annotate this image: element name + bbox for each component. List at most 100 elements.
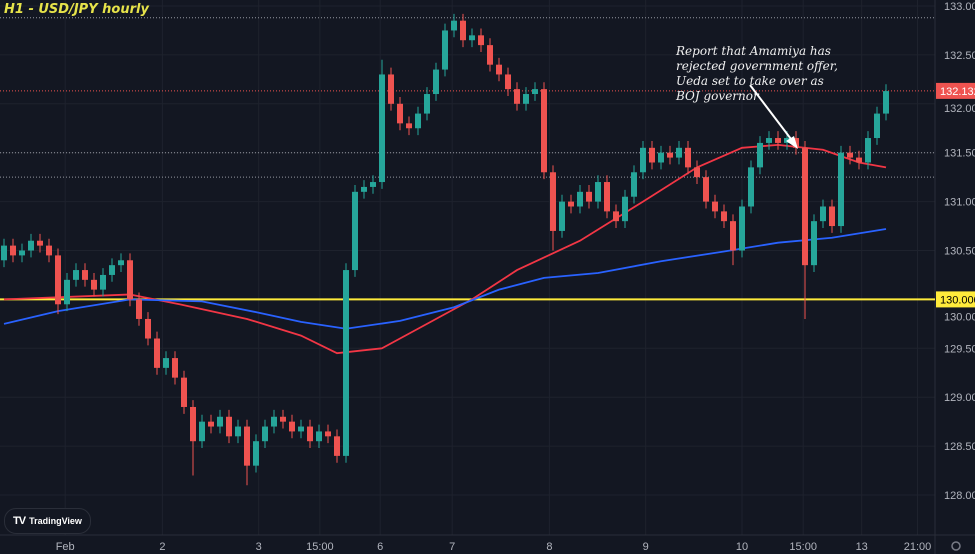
candle <box>595 182 601 202</box>
candle <box>334 436 340 456</box>
candle <box>775 138 781 143</box>
candle <box>154 338 160 368</box>
time-tick-label: 13 <box>856 541 868 553</box>
candle <box>307 426 313 442</box>
candle <box>109 265 115 275</box>
candle <box>613 211 619 222</box>
candle <box>883 91 889 114</box>
candle <box>568 201 574 207</box>
candle <box>496 64 502 75</box>
candle <box>343 270 349 456</box>
candle <box>874 113 880 139</box>
candle <box>451 20 457 31</box>
time-tick-label: 8 <box>546 541 552 553</box>
price-tick-label: 128.000 <box>944 490 975 502</box>
candle <box>379 74 385 183</box>
candle <box>820 206 826 222</box>
candle <box>64 279 70 305</box>
price-tick-label: 129.000 <box>944 392 975 404</box>
candle <box>757 142 763 168</box>
price-tick-label: 129.500 <box>944 343 975 355</box>
candle <box>325 431 331 437</box>
candle <box>532 89 538 95</box>
annotation-arrow <box>749 84 795 144</box>
candle <box>289 421 295 432</box>
candle <box>235 426 241 437</box>
candle <box>514 89 520 104</box>
candle <box>298 426 304 432</box>
time-tick-label: 2 <box>159 541 165 553</box>
candle <box>19 250 25 256</box>
candle <box>460 20 466 41</box>
time-tick-label: 3 <box>256 541 262 553</box>
time-tick-label: 21:00 <box>904 541 932 553</box>
arrow-head-icon <box>786 136 798 149</box>
candle <box>199 421 205 442</box>
candle <box>424 94 430 114</box>
candle <box>487 45 493 65</box>
price-tick-label: 130.000 <box>944 311 975 323</box>
time-tick-label: 7 <box>449 541 455 553</box>
candle <box>703 177 709 202</box>
candle <box>370 182 376 187</box>
candle <box>865 138 871 163</box>
candle <box>145 318 151 339</box>
price-tick-label: 133.000 <box>944 1 975 13</box>
candle <box>856 157 862 163</box>
candle <box>415 113 421 129</box>
candle <box>721 211 727 222</box>
candle <box>352 191 358 271</box>
candle <box>226 416 232 437</box>
candle <box>766 138 772 143</box>
candle <box>10 245 16 256</box>
candle <box>469 35 475 41</box>
candle <box>361 186 367 192</box>
candle <box>658 152 664 163</box>
price-tick-label: 131.000 <box>944 197 975 209</box>
candle <box>190 406 196 442</box>
candle <box>685 147 691 168</box>
candle <box>37 240 43 246</box>
time-tick-label: 15:00 <box>789 541 817 553</box>
candle <box>631 172 637 197</box>
candle <box>622 196 628 222</box>
candle <box>802 147 808 266</box>
candle <box>163 358 169 368</box>
candle <box>712 201 718 212</box>
candle <box>100 274 106 290</box>
candle <box>253 441 259 466</box>
candle <box>388 74 394 104</box>
candle <box>505 74 511 90</box>
candle <box>55 255 61 305</box>
price-tick-label: 131.500 <box>944 148 975 160</box>
time-tick-label: Feb <box>56 541 75 553</box>
moving-average-line <box>3 143 887 355</box>
candle <box>847 152 853 158</box>
candle <box>262 426 268 442</box>
candle <box>316 431 322 442</box>
candle <box>829 206 835 227</box>
candle <box>604 182 610 212</box>
time-tick-label: 15:00 <box>306 541 334 553</box>
settings-gear-icon[interactable] <box>951 541 961 551</box>
time-tick-label: 10 <box>736 541 748 553</box>
candle <box>28 240 34 251</box>
annotation-text: Report that Amamiya has rejected governm… <box>676 44 838 103</box>
candle <box>433 69 439 95</box>
candle <box>172 358 178 378</box>
candle <box>748 167 754 207</box>
candle <box>127 260 133 300</box>
candle <box>478 35 484 46</box>
candle <box>1 245 7 261</box>
candle <box>586 191 592 202</box>
price-tick-label: 132.000 <box>944 103 975 115</box>
tradingview-logo[interactable]: TV TradingView <box>4 508 91 534</box>
candle <box>46 245 52 256</box>
logo-text: TradingView <box>29 516 82 526</box>
candle <box>550 172 556 231</box>
candle <box>577 191 583 207</box>
candle <box>442 30 448 70</box>
candle <box>397 103 403 124</box>
candle <box>640 147 646 173</box>
